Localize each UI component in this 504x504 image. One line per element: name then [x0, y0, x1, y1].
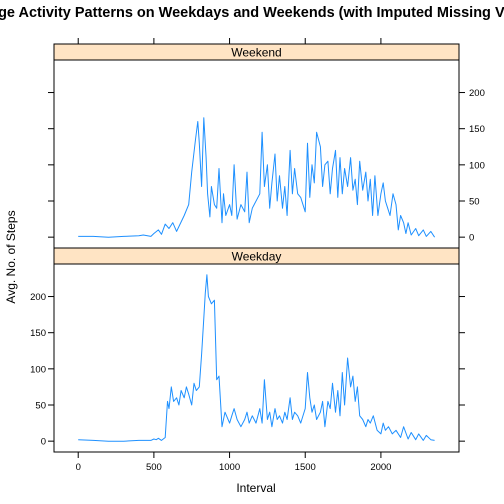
y-tick-label: 100	[469, 160, 485, 171]
panel-frame	[53, 263, 460, 453]
x-tick-label: 1500	[295, 462, 316, 473]
y-tick-label: 50	[469, 197, 480, 208]
series-line-weekend	[78, 117, 436, 238]
y-tick-label: 200	[30, 292, 46, 303]
x-axis-label: Interval	[236, 481, 275, 495]
y-tick-label: 100	[30, 364, 46, 375]
chart-title: Average Activity Patterns on Weekdays an…	[0, 5, 504, 21]
y-axis-label: Avg. No. of Steps	[4, 210, 18, 303]
y-tick-label: 200	[469, 88, 485, 99]
y-tick-label: 150	[30, 328, 46, 339]
panel-strip-label: Weekend	[231, 46, 281, 60]
x-tick-label: 2000	[370, 462, 391, 473]
x-tick-label: 0	[76, 462, 81, 473]
x-tick-label: 500	[146, 462, 162, 473]
y-tick-label: 0	[469, 233, 474, 244]
y-tick-label: 150	[469, 124, 485, 135]
panel-frame	[53, 59, 460, 249]
series-line-weekday	[78, 274, 435, 442]
panel-strip-label: Weekday	[232, 250, 282, 264]
x-tick-label: 1000	[219, 462, 240, 473]
y-tick-label: 50	[35, 401, 46, 412]
y-tick-label: 0	[41, 437, 46, 448]
